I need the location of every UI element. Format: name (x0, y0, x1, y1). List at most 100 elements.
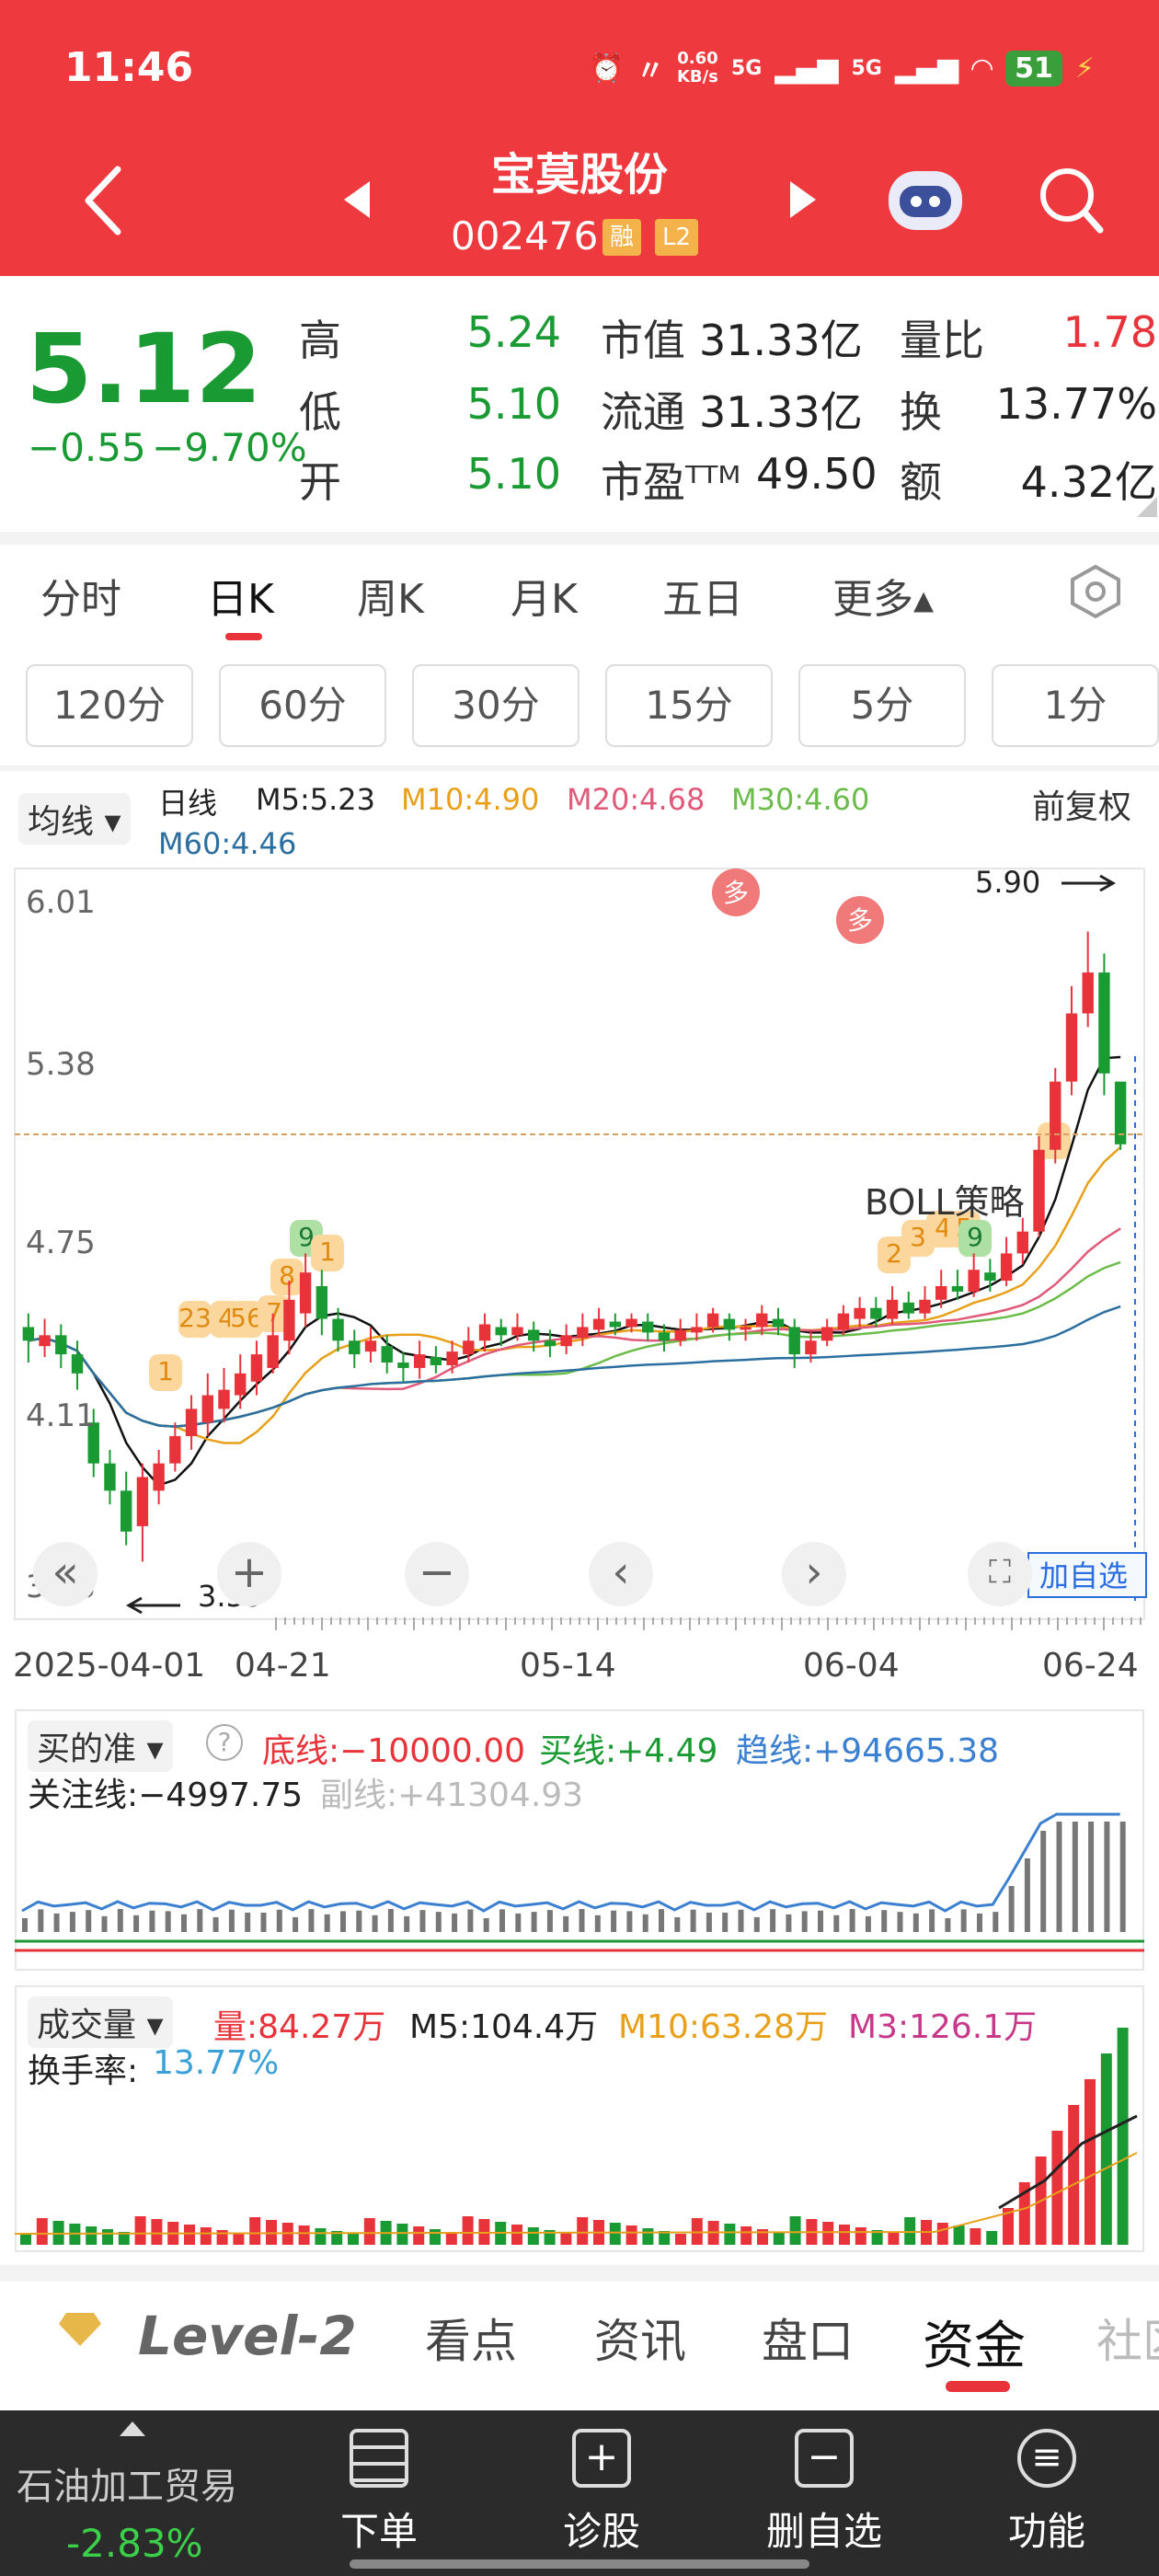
stock-code: 002476 (451, 213, 599, 259)
kline-chart[interactable]: 多多多多空空123456789123459 6.01 5.38 4.75 4.1… (0, 865, 1159, 1638)
tab-level2[interactable]: Level-2 (138, 2305, 357, 2367)
volume-dropdown[interactable]: 成交量 ▾ (28, 1996, 173, 2048)
volume-bar (445, 2232, 457, 2245)
nav-diagnose[interactable]: + 诊股 (537, 2429, 666, 2557)
indicator-bar (611, 1910, 617, 1932)
tab-orderbook[interactable]: 盘口 (762, 2315, 854, 2368)
nav-remove-watch[interactable]: − 删自选 (760, 2429, 889, 2557)
volume-bar (609, 2223, 621, 2245)
sector-change: -2.83% (66, 2521, 203, 2566)
caret-up-icon[interactable] (118, 2420, 147, 2438)
indicator-bar (977, 1913, 982, 1932)
nav-order[interactable]: 下单 (315, 2429, 443, 2557)
ma-dropdown[interactable]: 均线 ▾ (18, 793, 131, 845)
candle-body (250, 1354, 263, 1382)
stock-name: 宝莫股份 (490, 149, 668, 201)
sector-name[interactable]: 石油加工贸易 (17, 2466, 237, 2508)
prev-stock-icon[interactable] (340, 179, 373, 220)
focus-line-value: 关注线:−4997.75 (28, 1777, 304, 1814)
zoom-out-icon[interactable]: − (405, 1542, 469, 1606)
sequence-badge-label: 4 (935, 1213, 951, 1243)
volume-bar (740, 2226, 752, 2245)
price-change: −0.55 (28, 425, 146, 470)
candle-body (527, 1329, 540, 1341)
indicator-bar (308, 1909, 315, 1932)
next-stock-icon[interactable] (786, 179, 820, 220)
candle-body (511, 1327, 523, 1336)
wifi-icon: ◠ (971, 52, 993, 85)
tab-more[interactable]: 更多▴ (832, 576, 935, 623)
chip-60min[interactable]: 60分 (219, 664, 386, 747)
volratio-value: 1.78 (1062, 307, 1157, 357)
add-watch-button[interactable] (1027, 1552, 1147, 1598)
tab-community[interactable]: 社区 (1096, 2315, 1159, 2368)
indicator-bar (324, 1914, 330, 1932)
robot-assistant-icon[interactable] (883, 162, 968, 236)
volume-value: 量:84.27万 (213, 2008, 386, 2046)
nav-functions[interactable]: ≡ 功能 (982, 2429, 1111, 2557)
ma5-value: M5:5.23 (256, 782, 375, 817)
indicator-bar (1104, 1822, 1110, 1932)
chip-5min[interactable]: 5分 (798, 664, 966, 747)
indicator-bar (499, 1909, 505, 1932)
tab-highlights[interactable]: 看点 (425, 2315, 517, 2368)
volume-bar (1100, 2053, 1112, 2245)
help-icon[interactable]: ? (206, 1724, 243, 1761)
indicator-bar (993, 1912, 999, 1932)
candle-body (316, 1285, 328, 1319)
indicator-chart (15, 1812, 1144, 1952)
indicator-bar (452, 1913, 458, 1932)
volume-bar (216, 2230, 228, 2245)
diagnose-icon: + (572, 2429, 631, 2488)
chip-15min[interactable]: 15分 (605, 664, 773, 747)
volume-bar (675, 2234, 686, 2245)
zoom-in-icon[interactable]: + (217, 1542, 281, 1606)
fullscreen-icon[interactable]: ⛶ (968, 1542, 1032, 1606)
candle-body (919, 1299, 931, 1314)
volume-bar (1068, 2105, 1080, 2245)
order-icon (350, 2429, 408, 2488)
zoom-left-icon[interactable]: « (33, 1542, 98, 1606)
signal-marker (712, 868, 760, 916)
indicator-bar (833, 1915, 840, 1932)
open-value: 5.10 (466, 449, 561, 499)
indicator-bar (897, 1912, 903, 1932)
chip-30min[interactable]: 30分 (412, 664, 580, 747)
indicator-bar (1008, 1886, 1015, 1932)
tab-daily-k[interactable]: 日K (207, 576, 274, 623)
candle-body (397, 1362, 409, 1368)
candle-body (1114, 1081, 1127, 1144)
candle-body (120, 1490, 132, 1532)
tab-funds[interactable]: 资金 (923, 2317, 1026, 2376)
chip-120min[interactable]: 120分 (26, 664, 193, 747)
volume-bar (20, 2234, 31, 2245)
tab-intraday[interactable]: 分时 (40, 576, 121, 623)
candle-body (381, 1346, 393, 1363)
adjust-mode[interactable]: 前复权 (1032, 788, 1132, 826)
tab-five-day[interactable]: 五日 (662, 576, 743, 623)
expand-corner-icon[interactable] (1137, 497, 1157, 517)
candle-body (820, 1327, 833, 1341)
sequence-badge (230, 1301, 263, 1338)
tab-monthly-k[interactable]: 月K (511, 576, 578, 623)
indicator-bar (245, 1912, 251, 1932)
chip-1min[interactable]: 1分 (992, 664, 1159, 747)
candle-body (1050, 1081, 1061, 1150)
search-icon[interactable] (1038, 166, 1106, 236)
candle-body (364, 1340, 377, 1352)
tab-news[interactable]: 资讯 (594, 2315, 686, 2368)
level2-tag: L2 (655, 219, 699, 256)
tab-weekly-k[interactable]: 周K (357, 576, 424, 623)
settings-hex-icon[interactable] (1067, 563, 1124, 620)
add-watch-label: 加自选 (1039, 1558, 1128, 1593)
pan-left-icon[interactable]: ‹ (589, 1542, 653, 1606)
candle-body (71, 1354, 84, 1374)
turnover-rate-label: 换手率: (28, 2053, 139, 2090)
back-icon[interactable] (81, 164, 127, 237)
pan-right-icon[interactable]: › (782, 1542, 846, 1606)
candle-body (299, 1272, 312, 1314)
indicator-bar (467, 1909, 474, 1932)
indicator-bar (770, 1909, 776, 1932)
ma10-line (28, 1145, 1121, 1444)
indicator-dropdown[interactable]: 买的准 ▾ (28, 1720, 173, 1772)
